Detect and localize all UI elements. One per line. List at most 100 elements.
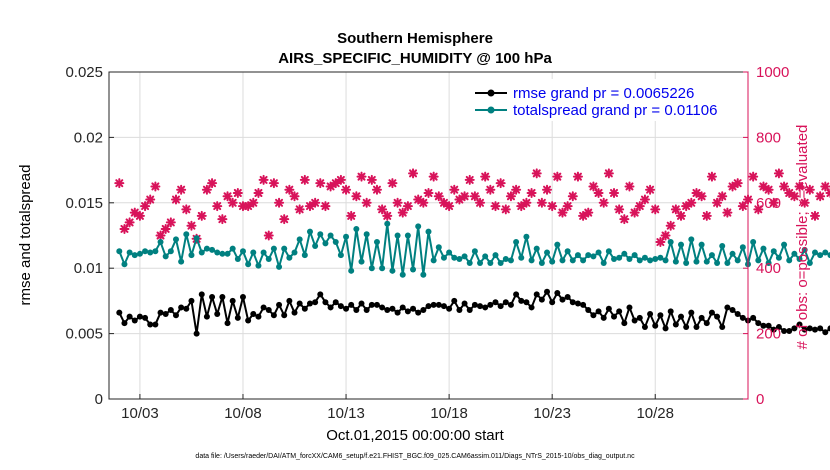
spread-point bbox=[317, 231, 324, 238]
spread-point bbox=[518, 254, 525, 261]
spread-point bbox=[636, 257, 643, 264]
data-file-footer: data file: /Users/raeder/DAI/ATM_forcXX/… bbox=[195, 453, 635, 460]
rmse-point bbox=[379, 304, 386, 311]
rmse-point bbox=[775, 324, 782, 331]
spread-point bbox=[379, 265, 386, 272]
spread-point bbox=[502, 256, 509, 263]
rmse-point bbox=[162, 310, 169, 317]
rmse-point bbox=[538, 296, 545, 303]
obs-evaluated-point bbox=[310, 197, 321, 208]
spread-point bbox=[456, 256, 463, 263]
chart-title-line2: AIRS_SPECIFIC_HUMIDITY @ 100 hPa bbox=[278, 50, 552, 67]
spread-point bbox=[806, 259, 813, 266]
obs-evaluated-point bbox=[134, 210, 145, 221]
spread-point bbox=[708, 252, 715, 259]
rmse-point bbox=[384, 307, 391, 314]
spread-point bbox=[827, 252, 830, 259]
rmse-point bbox=[456, 307, 463, 314]
obs-evaluated-point bbox=[150, 181, 161, 192]
spread-point bbox=[306, 228, 313, 235]
spread-point bbox=[446, 249, 453, 256]
rmse-point bbox=[801, 326, 808, 333]
rmse-point bbox=[786, 327, 793, 334]
rmse-point bbox=[605, 305, 612, 312]
spread-point bbox=[435, 244, 442, 251]
obs-evaluated-point bbox=[495, 178, 506, 189]
spread-point bbox=[322, 240, 329, 247]
obs-evaluated-point bbox=[526, 187, 537, 198]
rmse-point bbox=[631, 317, 638, 324]
obs-evaluated-point bbox=[201, 184, 212, 195]
rmse-point bbox=[487, 301, 494, 308]
spread-point bbox=[157, 239, 164, 246]
obs-evaluated-point bbox=[645, 184, 656, 195]
obs-evaluated-point bbox=[382, 210, 393, 221]
obs-evaluated-point bbox=[732, 178, 743, 189]
spread-point bbox=[667, 239, 674, 246]
obs-evaluated-point bbox=[511, 184, 522, 195]
obs-evaluated-point bbox=[572, 171, 583, 182]
spread-point bbox=[214, 249, 221, 256]
obs-evaluated-point bbox=[433, 191, 444, 202]
spread-point bbox=[616, 254, 623, 261]
spread-point bbox=[425, 228, 432, 235]
rmse-point bbox=[657, 312, 664, 319]
obs-evaluated-point bbox=[227, 197, 238, 208]
obs-evaluated-point bbox=[392, 197, 403, 208]
rmse-point bbox=[327, 304, 334, 311]
spread-point bbox=[116, 248, 123, 255]
spread-point bbox=[528, 257, 535, 264]
rmse-point bbox=[276, 301, 283, 308]
spread-point bbox=[167, 248, 174, 255]
rmse-point bbox=[394, 309, 401, 316]
rmse-point bbox=[373, 301, 380, 308]
rmse-point bbox=[750, 314, 757, 321]
rmse-point bbox=[621, 320, 628, 327]
obs-evaluated-point bbox=[480, 171, 491, 182]
obs-evaluated-point bbox=[387, 178, 398, 189]
obs-evaluated-point bbox=[789, 191, 800, 202]
rmse-point bbox=[595, 308, 602, 315]
obs-evaluated-point bbox=[768, 197, 779, 208]
obs-evaluated-point bbox=[676, 210, 687, 221]
obs-evaluated-point bbox=[418, 197, 429, 208]
obs-evaluated-point bbox=[717, 191, 728, 202]
rmse-point bbox=[399, 304, 406, 311]
rmse-point bbox=[641, 324, 648, 331]
obs-evaluated-point bbox=[274, 197, 285, 208]
obs-evaluated-point bbox=[212, 201, 223, 212]
obs-evaluated-point bbox=[603, 168, 614, 179]
spread-point bbox=[276, 263, 283, 270]
spread-point bbox=[693, 258, 700, 265]
rmse-point bbox=[559, 296, 566, 303]
spread-point bbox=[755, 257, 762, 264]
spread-point bbox=[255, 262, 262, 269]
obs-evaluated-point bbox=[665, 220, 676, 231]
legend-rmse-label: rmse grand pr = 0.0065226 bbox=[513, 85, 694, 102]
obs-evaluated-point bbox=[207, 178, 218, 189]
spread-point bbox=[811, 249, 818, 256]
x-tick-label: 10/23 bbox=[533, 405, 571, 422]
rmse-point bbox=[317, 291, 324, 298]
spread-point bbox=[605, 248, 612, 255]
spread-point bbox=[729, 250, 736, 257]
rmse-point bbox=[569, 299, 576, 306]
rmse-point bbox=[157, 309, 164, 316]
spread-point bbox=[574, 252, 581, 259]
y-left-tick-label: 0.015 bbox=[65, 195, 103, 212]
spread-point bbox=[440, 254, 447, 261]
spread-point bbox=[631, 252, 638, 259]
obs-evaluated-point bbox=[155, 230, 166, 241]
spread-point bbox=[590, 253, 597, 260]
obs-evaluated-point bbox=[444, 201, 455, 212]
spread-point bbox=[719, 242, 726, 249]
spread-point bbox=[564, 248, 571, 255]
rmse-point bbox=[513, 291, 520, 298]
spread-point bbox=[404, 232, 411, 239]
spread-point bbox=[775, 254, 782, 261]
spread-point bbox=[786, 257, 793, 264]
rmse-point bbox=[477, 303, 484, 310]
rmse-point bbox=[214, 310, 221, 317]
rmse-point bbox=[626, 304, 633, 311]
obs-evaluated-point bbox=[124, 217, 135, 228]
